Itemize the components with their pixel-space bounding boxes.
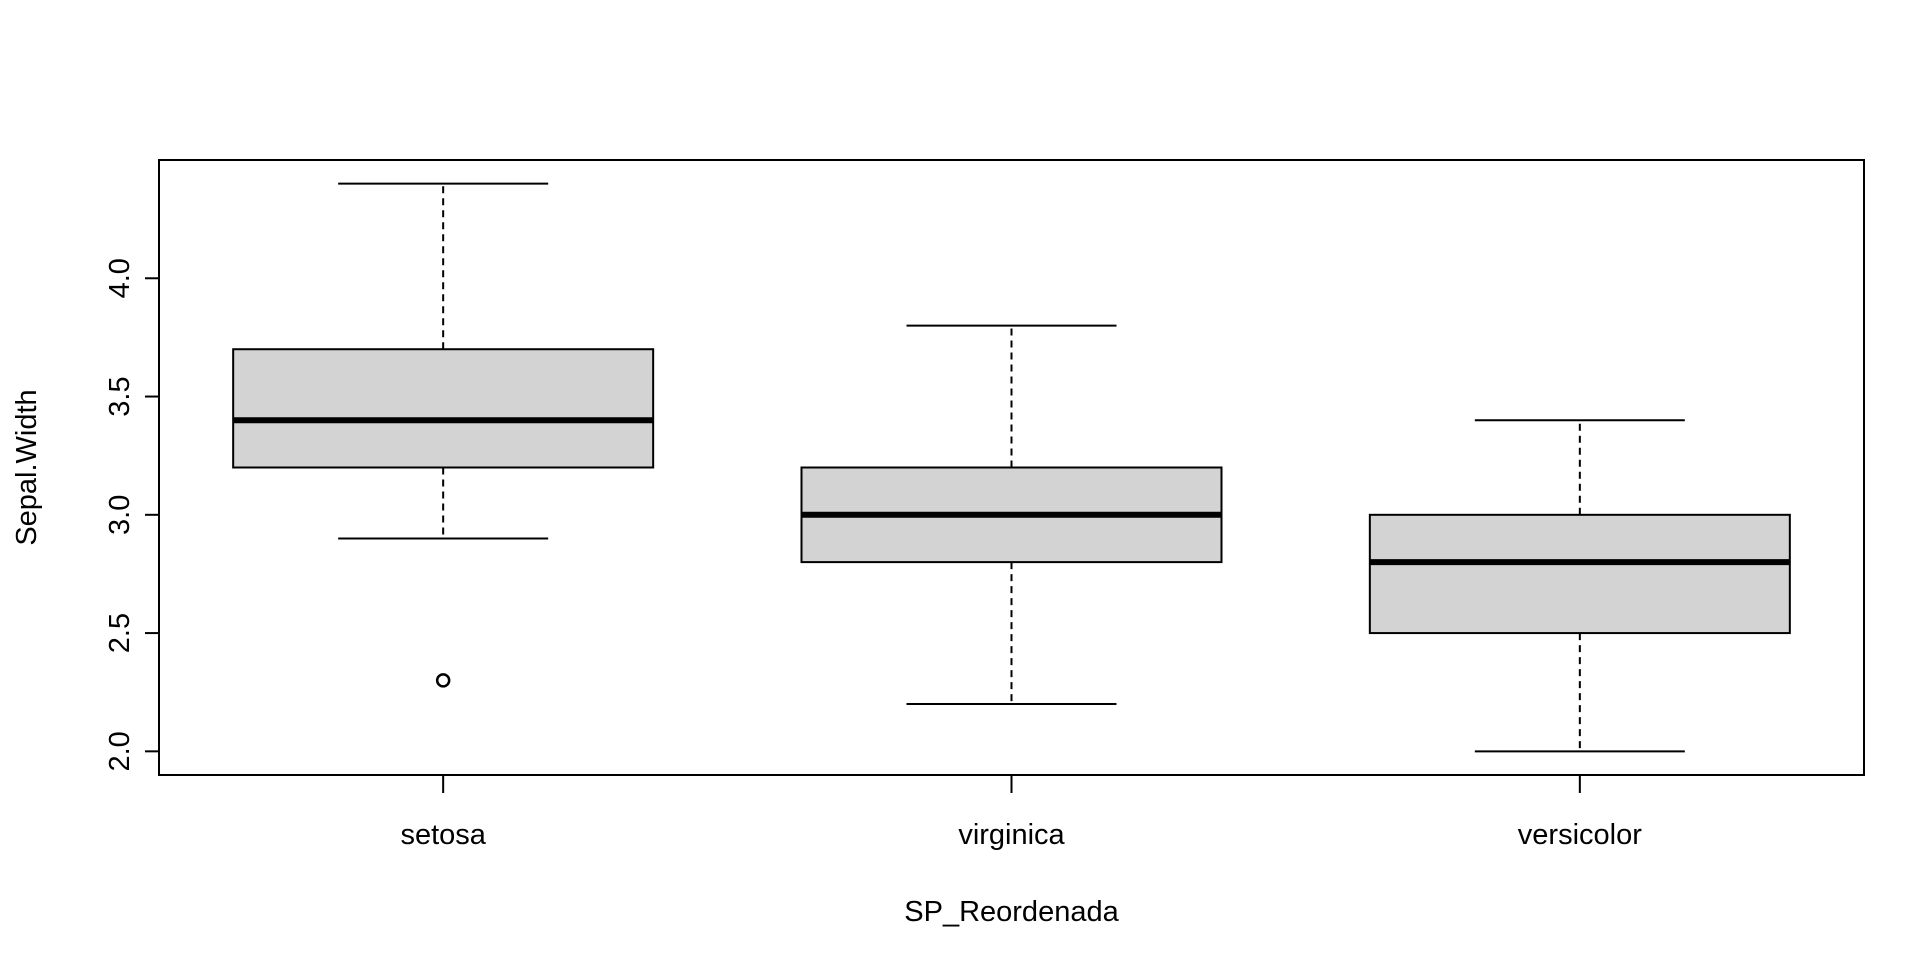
x-tick-label: virginica [958,819,1065,851]
y-tick-label: 3.5 [104,376,136,416]
box-group-setosa [232,182,655,688]
box-group-versicolor [1368,419,1791,753]
y-tick-label: 3.0 [104,495,136,535]
box-iqr [1368,513,1791,635]
x-tick-label: versicolor [1518,819,1642,851]
x-axis-title: SP_Reordenada [904,896,1119,928]
boxes-layer [232,182,1791,753]
box-group-virginica [800,324,1223,706]
x-axis: setosa virginica versicolor [400,774,1642,851]
y-axis: 2.0 2.5 3.0 3.5 4.0 [104,258,160,772]
y-axis-title: Sepal.Width [11,389,43,545]
outlier-point [435,673,451,688]
box-iqr [232,348,655,469]
y-tick-label: 2.0 [104,731,136,771]
y-tick-label: 2.5 [104,613,136,653]
y-tick-label: 4.0 [104,258,136,298]
x-tick-label: setosa [400,819,486,851]
